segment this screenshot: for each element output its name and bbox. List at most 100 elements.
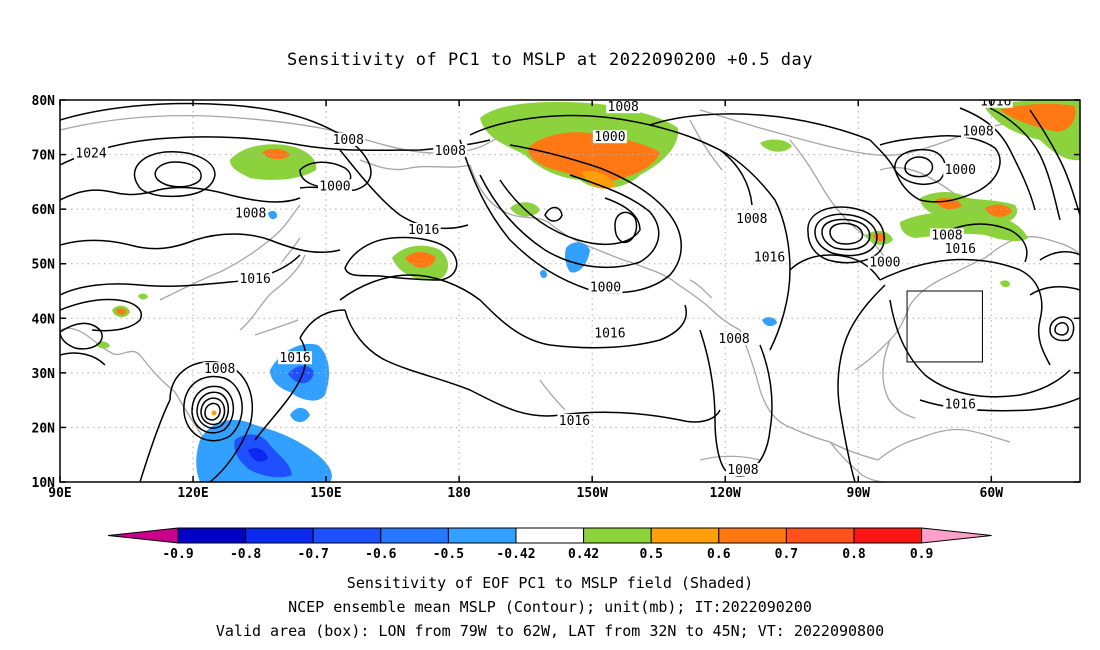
colorbar-swatch xyxy=(515,527,585,544)
colorbar-swatch xyxy=(245,527,314,544)
shade-negative-patch xyxy=(288,365,314,384)
lon-tick-label: 150W xyxy=(577,486,608,501)
contour-label: 1000 xyxy=(594,130,625,145)
shade-positive-patch xyxy=(230,144,317,180)
lat-tick-label: 20N xyxy=(32,421,56,436)
contour-label: 1024 xyxy=(75,147,106,162)
contour-label: 1008 xyxy=(718,332,749,347)
contour-label: 1000 xyxy=(319,179,350,194)
contour-label: 1016 xyxy=(754,250,785,265)
contour-label-bg xyxy=(588,280,623,294)
chart-title: Sensitivity of PC1 to MSLP at 2022090200… xyxy=(286,50,813,70)
contour-label: 1016 xyxy=(408,223,439,238)
contour-label-bg xyxy=(278,351,313,365)
lon-tick-label: 150E xyxy=(310,486,341,501)
colorbar-swatch xyxy=(447,527,517,544)
shade-positive-patch xyxy=(760,139,792,152)
contour-label-bg xyxy=(943,162,978,176)
shade-positive-patch xyxy=(985,204,1012,217)
colorbar-label: 0.8 xyxy=(842,547,866,562)
contour-label-bg xyxy=(317,179,352,193)
colorbar-label: 0.7 xyxy=(775,547,798,562)
shade-negative-patch xyxy=(248,448,268,462)
contour-label: 1016 xyxy=(945,242,976,257)
contour-label-bg xyxy=(233,206,268,220)
valid-area-box xyxy=(906,290,983,363)
contour-label-bg xyxy=(943,397,978,411)
lon-tick-label: 120E xyxy=(177,486,208,501)
contour-label-bg xyxy=(943,242,978,256)
contour-label: 1000 xyxy=(869,256,900,271)
contour-label-bg xyxy=(752,250,787,264)
colorbar-label: 0.6 xyxy=(707,547,731,562)
contour-label-bg xyxy=(74,146,109,160)
storm-center-marker xyxy=(211,410,217,416)
shade-negative-patch xyxy=(290,407,310,423)
shade-negative-patch xyxy=(762,317,777,327)
shade-negative-patch xyxy=(268,210,278,220)
contour-label-bg xyxy=(929,228,964,242)
colorbar-label: -0.7 xyxy=(298,547,329,562)
contour-label: 1016 xyxy=(980,95,1011,110)
contour-label: 1008 xyxy=(333,133,364,148)
contour-label-bg xyxy=(734,212,769,226)
contour-label: 1016 xyxy=(559,414,590,429)
contour-label: 1008 xyxy=(435,144,466,159)
colorbar-label: -0.5 xyxy=(433,547,464,562)
contour-label: 1008 xyxy=(727,463,758,478)
contour-label-bg xyxy=(592,130,627,144)
contour-label-bg xyxy=(202,362,237,376)
lat-tick-label: 70N xyxy=(32,149,56,164)
contour-label-bg xyxy=(606,100,641,114)
colorbar-label: 0.9 xyxy=(910,547,933,562)
colorbar-swatch xyxy=(785,527,855,544)
contour-label: 1008 xyxy=(736,212,767,227)
colorbar-label: 0.42 xyxy=(568,547,599,562)
caption-line-1: Sensitivity of EOF PC1 to MSLP field (Sh… xyxy=(346,574,754,592)
contour-label-bg xyxy=(433,143,468,157)
contour-label: 1016 xyxy=(945,398,976,413)
shade-positive-patch xyxy=(1000,280,1010,288)
contour-labels: 1024 1008 1000 1008 1016 1008 1016 1016 1008 1008… xyxy=(74,95,1013,478)
contour-label: 1008 xyxy=(235,207,266,222)
colorbar-swatch xyxy=(380,527,449,544)
contour-label-bg xyxy=(557,413,592,427)
lon-tick-label: 180 xyxy=(447,486,471,501)
colorbar-label: 0.5 xyxy=(639,547,662,562)
contour-label-bg xyxy=(592,326,627,340)
colorbar-swatch xyxy=(312,527,382,544)
map-frame xyxy=(59,99,1081,483)
lat-tick-label: 40N xyxy=(32,312,56,327)
shade-positive-patch xyxy=(1000,103,1076,132)
mslp-contours xyxy=(60,102,1080,482)
contour-label-bg xyxy=(978,100,1013,108)
colorbar: -0.9 -0.8 -0.7 -0.6 -0.5 -0.42 0.42 0.5 0.6 0.7 0.… xyxy=(107,527,992,562)
contour-label: 1000 xyxy=(945,163,976,178)
colorbar-swatch xyxy=(718,527,787,544)
colorbar-swatch xyxy=(650,527,720,544)
contour-label-bg xyxy=(406,222,441,236)
shade-negative-patch xyxy=(200,458,217,470)
contour-label: 1008 xyxy=(204,362,235,377)
contour-label: 1016 xyxy=(594,327,625,342)
lat-tick-label: 30N xyxy=(32,367,56,382)
caption-line-3: Valid area (box): LON from 79W to 62W, L… xyxy=(215,622,885,640)
shade-positive-patch xyxy=(116,308,126,315)
lat-tick-label: 10N xyxy=(32,476,56,491)
colorbar-label: -0.9 xyxy=(162,547,193,562)
contour-label-bg xyxy=(961,124,995,138)
shade-positive-patch xyxy=(138,293,148,300)
contour-label-bg xyxy=(238,272,273,286)
shade-positive-patch xyxy=(582,170,616,189)
contour-label-bg xyxy=(725,463,760,477)
colorbar-low-end xyxy=(107,527,179,544)
lon-tick-label: 90E xyxy=(48,486,71,501)
shade-negative-patch xyxy=(540,269,547,279)
colorbar-swatch xyxy=(177,527,247,544)
lon-tick-label: 60W xyxy=(980,486,1004,501)
contour-label-bg xyxy=(331,132,366,146)
lat-tick-label: 50N xyxy=(32,258,56,273)
contour-label: 1008 xyxy=(608,100,639,115)
